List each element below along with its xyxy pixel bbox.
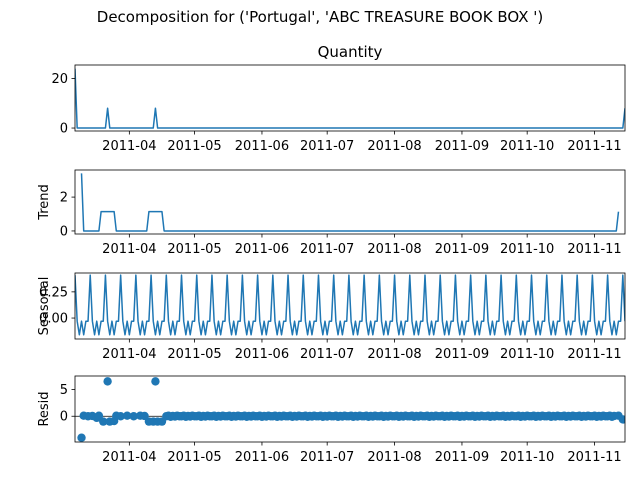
x-tick-label: 2011-07 [300,450,354,465]
x-tick-label: 2011-06 [235,242,289,257]
x-tick-label: 2011-09 [435,139,489,154]
x-tick-label: 2011-05 [167,347,221,362]
y-tick-label: 0.00 [39,312,68,327]
resid-point [609,411,619,421]
resid-point [151,377,160,386]
y-axis-label: Seasonal [37,277,52,336]
panel-data [75,68,625,129]
x-tick-label: 2011-07 [300,242,354,257]
axes-frame [74,64,626,132]
series-line [75,68,625,129]
x-tick-label: 2011-11 [567,242,621,257]
resid-point [94,411,104,420]
panel-data [80,173,620,232]
axes-frame [74,169,626,235]
x-tick-label: 2011-11 [567,139,621,154]
series-line [75,274,625,336]
x-tick-label: 2011-04 [102,139,156,154]
panel-3: 0.00 0.25 2011-04 2011-05 2011-06 2011-07 2011… [37,272,626,362]
x-tick-label: 2011-08 [367,242,421,257]
x-tick-label: 2011-09 [435,242,489,257]
x-tick-label: 2011-04 [102,450,156,465]
panel-data [75,274,625,336]
y-axis-label: Trend [37,184,52,221]
resid-point [122,411,132,420]
axes-frame [74,375,626,443]
x-tick-label: 2011-06 [235,347,289,362]
x-tick-label: 2011-05 [167,450,221,465]
panel-4: 0 5 2011-04 2011-05 2011-06 2011-07 2011-08 201… [37,375,626,465]
x-tick-label: 2011-06 [235,139,289,154]
x-tick-label: 2011-05 [167,139,221,154]
x-tick-label: 2011-04 [102,347,156,362]
resid-point [77,433,86,442]
resid-point [99,417,108,426]
resid-point [618,415,625,424]
series-line [80,173,620,232]
x-tick-label: 2011-10 [500,450,554,465]
x-tick-label: 2011-09 [435,347,489,362]
y-tick-label: 0 [60,224,68,239]
panel-data [75,377,625,442]
panel-title: Quantity [318,43,383,61]
panel-2: 0 2 2011-04 2011-05 2011-06 2011-07 2011-08 201… [37,169,626,257]
figure-title: Decomposition for ('Portugal', 'ABC TREA… [97,8,543,26]
x-tick-label: 2011-09 [435,450,489,465]
y-tick-label: 20 [51,72,68,87]
resid-point [103,377,112,386]
x-tick-label: 2011-11 [567,450,621,465]
resid-point [129,412,138,421]
axes-frame [74,272,626,340]
x-tick-label: 2011-04 [102,242,156,257]
y-tick-label: 0 [60,410,68,425]
x-tick-label: 2011-10 [500,347,554,362]
x-tick-label: 2011-11 [567,347,621,362]
y-tick-label: 0 [60,122,68,137]
x-tick-label: 2011-07 [300,139,354,154]
x-tick-label: 2011-08 [367,347,421,362]
x-tick-label: 2011-06 [235,450,289,465]
x-tick-label: 2011-08 [367,450,421,465]
x-tick-label: 2011-10 [500,139,554,154]
y-axis-label: Resid [37,391,52,426]
resid-point [116,412,125,421]
x-tick-label: 2011-08 [367,139,421,154]
x-tick-label: 2011-10 [500,242,554,257]
x-tick-label: 2011-07 [300,347,354,362]
panel-1: 0 20 2011-04 2011-05 2011-06 2011-07 2011-08 20… [51,43,626,154]
x-tick-label: 2011-05 [167,242,221,257]
y-tick-label: 0.25 [39,285,68,300]
y-tick-label: 5 [60,383,68,398]
y-tick-label: 2 [60,191,68,206]
